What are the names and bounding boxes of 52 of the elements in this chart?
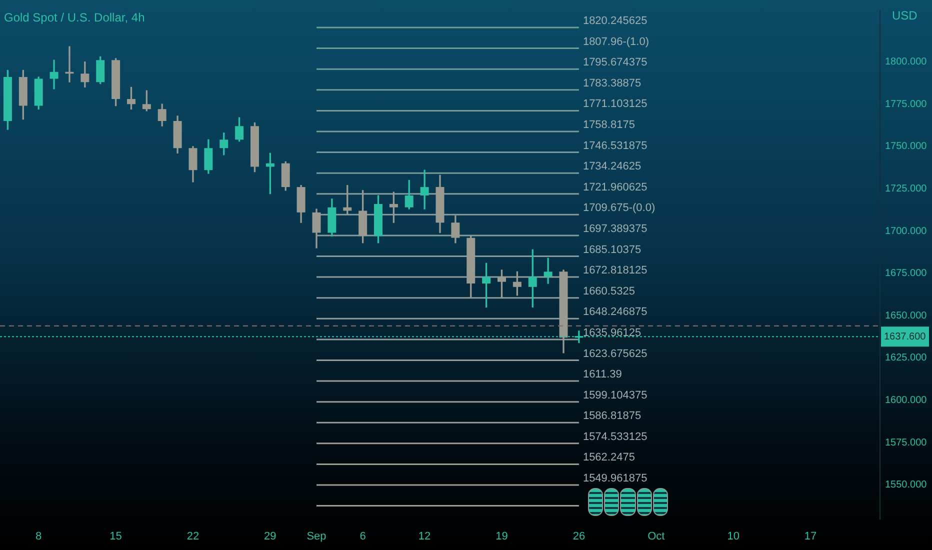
series-label: 1807.96-(1.0)	[582, 36, 649, 48]
y-axis-title: USD	[892, 8, 918, 22]
chart-title: Gold Spot / U.S. Dollar, 4h	[4, 10, 145, 24]
series-label: 1721.960625	[582, 181, 648, 194]
y-tick-label: 1700.000	[885, 226, 928, 237]
y-tick-label: 1625.000	[885, 352, 928, 364]
y-tick-label: 1575.000	[885, 437, 928, 448]
x-tick-label: 29	[264, 530, 276, 542]
y-tick-label: 1600.000	[885, 395, 928, 406]
series-label: 1783.38875	[582, 77, 642, 90]
x-tick-label: 12	[418, 530, 431, 542]
y-tick-label: 1650.000	[885, 310, 928, 322]
series-label: 1758.8175	[582, 119, 635, 132]
series-label: 1795.674375	[582, 56, 648, 69]
x-tick-label: Sep	[306, 530, 326, 542]
x-tick-label: 26	[572, 530, 586, 542]
y-tick-label: 1675.000	[885, 268, 928, 280]
x-tick-label: 6	[360, 530, 366, 542]
y-tick-label: 1800.000	[885, 56, 928, 68]
x-tick-label: 15	[110, 530, 122, 542]
series-label: 1709.675-(0.0)	[582, 202, 656, 214]
series-label: 1611.39	[582, 368, 622, 381]
series-label: 1672.818125	[582, 264, 648, 277]
x-tick-label: 17	[804, 530, 817, 542]
y-tick-label: 1750.000	[885, 141, 928, 152]
x-tick-label: 19	[496, 530, 508, 542]
x-tick-label: 22	[186, 530, 200, 542]
series-label: 1599.104375	[582, 389, 648, 402]
x-tick-label: Oct	[648, 530, 665, 542]
ref-line-label: 1637.600	[884, 331, 926, 342]
y-tick-label: 1550.000	[885, 480, 928, 491]
series-label: 1746.531875	[582, 140, 648, 152]
series-label: 1685.10375	[582, 244, 642, 256]
y-tick-label: 1725.000	[885, 183, 928, 194]
candlestick	[544, 258, 552, 284]
x-tick-label: 10	[727, 530, 740, 542]
x-tick-label: 8	[36, 530, 42, 542]
series-label: 1697.389375	[582, 222, 648, 235]
series-label: 1635.96125	[582, 326, 642, 339]
candlestick	[420, 170, 429, 210]
series-label: 1648.246875	[582, 306, 648, 318]
series-label: 1562.2475	[582, 452, 635, 464]
series-label: 1660.5325	[582, 285, 635, 298]
series-label: 1623.675625	[582, 348, 648, 360]
series-label: 1734.24625	[582, 160, 642, 173]
series-label: 1820.245625	[582, 15, 648, 28]
y-tick-label: 1775.000	[885, 98, 928, 110]
series-label: 1574.533125	[582, 430, 648, 443]
series-label: 1549.961875	[582, 472, 648, 485]
candlestick	[50, 60, 58, 90]
series-label: 1771.103125	[582, 98, 648, 110]
series-label: 1586.81875	[582, 410, 642, 422]
